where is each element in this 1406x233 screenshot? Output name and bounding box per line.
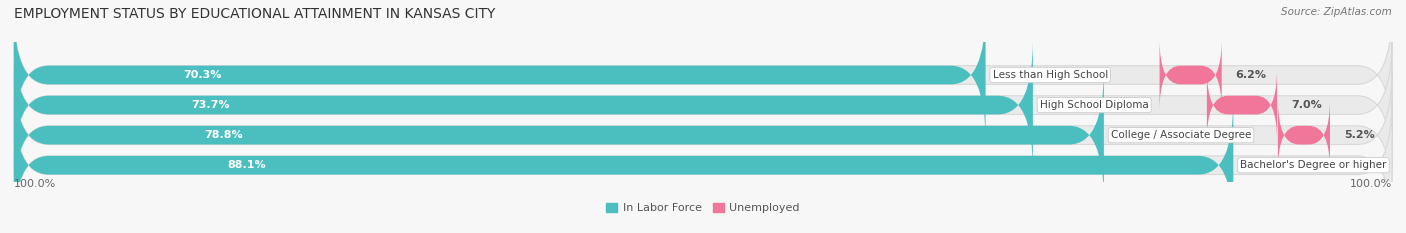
Text: 7.0%: 7.0%	[1291, 100, 1322, 110]
Text: EMPLOYMENT STATUS BY EDUCATIONAL ATTAINMENT IN KANSAS CITY: EMPLOYMENT STATUS BY EDUCATIONAL ATTAINM…	[14, 7, 495, 21]
Text: Source: ZipAtlas.com: Source: ZipAtlas.com	[1281, 7, 1392, 17]
Text: 78.8%: 78.8%	[204, 130, 243, 140]
Text: 5.2%: 5.2%	[1344, 130, 1375, 140]
Text: 6.2%: 6.2%	[1236, 70, 1267, 80]
FancyBboxPatch shape	[14, 99, 1392, 231]
FancyBboxPatch shape	[14, 9, 986, 141]
Text: 100.0%: 100.0%	[1350, 179, 1392, 189]
Text: Bachelor's Degree or higher: Bachelor's Degree or higher	[1240, 160, 1386, 170]
FancyBboxPatch shape	[14, 69, 1392, 201]
Text: Less than High School: Less than High School	[993, 70, 1108, 80]
Legend: In Labor Force, Unemployed: In Labor Force, Unemployed	[602, 199, 804, 218]
FancyBboxPatch shape	[1160, 39, 1222, 111]
Text: 70.3%: 70.3%	[183, 70, 222, 80]
Text: 88.1%: 88.1%	[228, 160, 266, 170]
Text: High School Diploma: High School Diploma	[1040, 100, 1149, 110]
FancyBboxPatch shape	[14, 39, 1392, 171]
FancyBboxPatch shape	[14, 9, 1392, 141]
FancyBboxPatch shape	[1278, 99, 1330, 171]
Text: College / Associate Degree: College / Associate Degree	[1111, 130, 1251, 140]
Text: 100.0%: 100.0%	[14, 179, 56, 189]
FancyBboxPatch shape	[1399, 129, 1406, 201]
Text: 73.7%: 73.7%	[191, 100, 231, 110]
FancyBboxPatch shape	[14, 99, 1233, 231]
FancyBboxPatch shape	[1206, 69, 1277, 141]
FancyBboxPatch shape	[14, 69, 1104, 201]
FancyBboxPatch shape	[14, 39, 1033, 171]
